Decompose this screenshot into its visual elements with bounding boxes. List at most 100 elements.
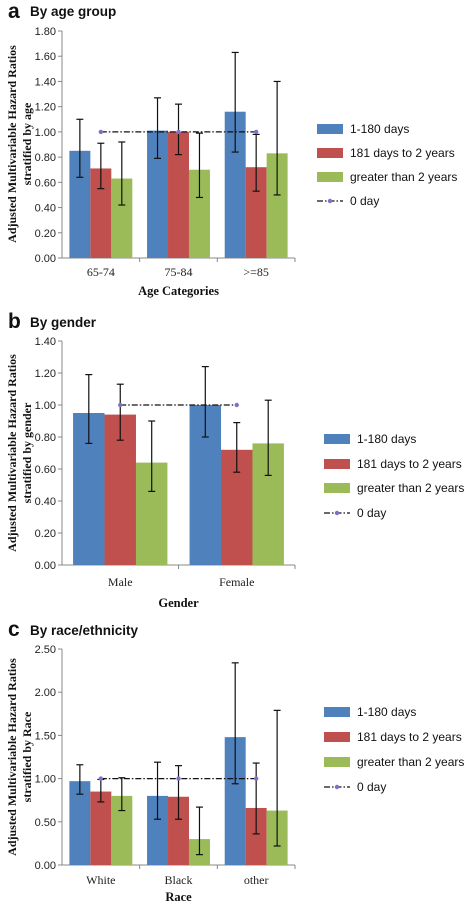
y-tick-label: 0.60 [35,464,56,476]
y-axis-title: stratified by gender [20,402,34,503]
panel-label: c [8,618,20,641]
y-tick-label: 0.50 [35,817,56,829]
legend-swatch [324,483,350,493]
x-axis-title: Race [165,890,192,904]
y-tick-label: 1.40 [35,336,56,348]
legend-label: 181 days to 2 years [350,146,455,160]
y-tick-label: 0.20 [35,228,56,240]
y-tick-label: 1.60 [35,51,56,63]
legend-label: 0 day [357,780,386,794]
bar [245,167,267,258]
legend-label: 181 days to 2 years [357,457,462,471]
legend-label: 0 day [357,506,386,520]
y-tick-label: 0.00 [35,860,56,872]
bar [266,153,288,258]
legend-swatch [317,172,343,182]
reference-marker [98,776,104,781]
y-tick-label: 1.20 [35,102,56,114]
chart-panel-race: c By race/ethnicity 0.00 0.50 1.00 1.50 2.00 2.… [0,612,473,905]
y-axis-title: Adjusted Multivariable Hazard Ratios [5,354,19,552]
legend-label: greater than 2 years [357,481,464,495]
legend-swatch [317,124,343,134]
y-tick-label: 0.40 [35,496,56,508]
y-tick-label: 0.80 [35,152,56,164]
chart-title: By gender [30,315,97,330]
legend-label: 0 day [350,194,379,208]
y-tick-label: 0.00 [35,253,56,265]
x-tick-label: >=85 [243,265,269,279]
y-tick-label: 1.00 [35,127,56,139]
bar [147,795,169,865]
chart-svg-race: c By race/ethnicity 0.00 0.50 1.00 1.50 2.00 2.… [5,618,464,904]
x-tick-label: 75-84 [165,265,193,279]
legend-reference-marker [327,198,333,204]
chart-svg-gender: b By gender 0.00 0.20 0.40 0.60 0.80 1.00 1.20 1.… [5,310,464,610]
x-tick-label: White [86,873,115,887]
y-tick-label: 1.80 [35,26,56,38]
panel-label: b [8,310,21,333]
bar [90,168,112,258]
y-tick-label: 2.50 [35,644,56,656]
y-tick-label: 0.60 [35,177,56,189]
legend-swatch [324,459,350,469]
legend-reference-marker [334,784,340,790]
y-tick-label: 1.50 [35,730,56,742]
legend-swatch [317,148,343,158]
legend-swatch [324,732,350,742]
reference-marker [253,129,259,135]
bar [224,111,246,258]
panel-label: a [8,0,20,23]
reference-marker [176,129,181,135]
legend-label: 1-180 days [350,122,409,136]
legend-label: 181 days to 2 years [357,730,462,744]
y-axis-title: stratified by Race [20,711,34,802]
reference-marker [98,129,104,135]
bar [224,737,246,865]
bar [111,178,133,258]
y-tick-label: 1.00 [35,774,56,786]
legend-swatch [324,757,350,767]
legend-label: greater than 2 years [350,170,457,184]
y-tick-label: 2.00 [35,687,56,699]
bar [188,169,210,258]
bar [168,131,189,258]
legend-reference-marker [334,510,340,516]
y-tick-label: 0.40 [35,203,56,215]
legend-swatch [324,434,350,444]
y-tick-label: 1.40 [35,76,56,88]
x-tick-label: Black [165,873,193,887]
y-axis-title: stratified by age [20,102,34,185]
chart-panel-age: a By age group 0.00 0.20 0.40 0.60 0.80 1.00 1.2… [0,0,473,305]
legend-label: 1-180 days [357,705,416,719]
y-tick-label: 0.00 [35,560,56,572]
y-axis-title: Adjusted Multivariable Hazard Ratios [5,658,19,856]
reference-marker [118,402,123,408]
bar [168,796,189,865]
x-tick-label: Female [219,575,254,589]
y-tick-label: 0.80 [35,432,56,444]
y-tick-label: 1.00 [35,400,56,412]
chart-panel-gender: b By gender 0.00 0.20 0.40 0.60 0.80 1.00 1.20 1.… [0,304,473,614]
chart-svg-age: a By age group 0.00 0.20 0.40 0.60 0.80 1.00 1.2… [5,0,457,298]
legend-label: greater than 2 years [357,755,464,769]
y-tick-label: 1.20 [35,368,56,380]
reference-marker [253,776,259,781]
bar [90,791,112,865]
bar [69,150,91,258]
bar [69,781,91,865]
chart-title: By race/ethnicity [30,623,139,638]
bar [245,807,267,865]
x-axis-title: Gender [158,596,199,610]
x-tick-label: other [244,873,269,887]
bar [111,795,133,865]
legend-swatch [324,707,350,717]
bar [147,130,169,258]
x-tick-label: Male [108,575,133,589]
x-tick-label: 65-74 [87,265,115,279]
y-axis-title: Adjusted Multivariable Hazard Ratios [5,45,19,243]
y-tick-label: 0.20 [35,528,56,540]
legend-label: 1-180 days [357,432,416,446]
x-axis-title: Age Categories [138,284,219,298]
reference-marker [176,776,181,781]
reference-marker [234,402,239,408]
